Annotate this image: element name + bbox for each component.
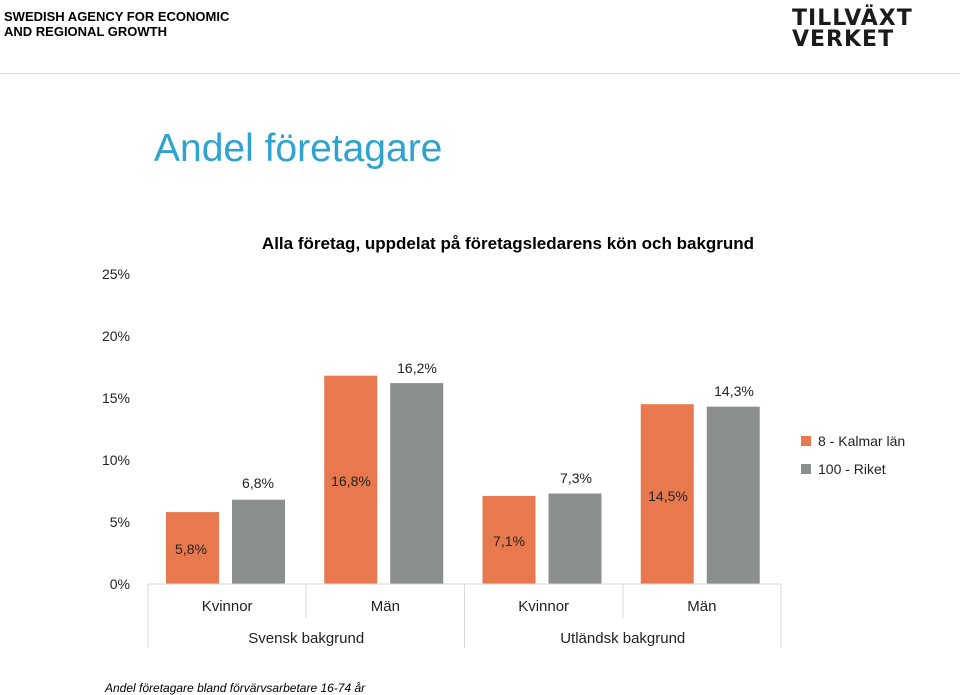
data-label: 14,5% bbox=[648, 488, 688, 504]
y-tick-label: 25% bbox=[102, 266, 130, 282]
legend-label: 8 - Kalmar län bbox=[818, 433, 905, 449]
group-label: Svensk bakgrund bbox=[248, 630, 364, 647]
y-tick-label: 15% bbox=[102, 390, 130, 406]
y-tick-label: 10% bbox=[102, 452, 130, 468]
category-label: Män bbox=[687, 598, 716, 615]
data-label: 16,8% bbox=[331, 473, 371, 489]
logo-line1: TILLVÄXT bbox=[792, 6, 913, 31]
bar-riket-3 bbox=[706, 406, 760, 584]
data-label: 14,3% bbox=[714, 383, 754, 399]
y-tick-label: 0% bbox=[110, 576, 130, 592]
bar-kalmar-1 bbox=[324, 375, 378, 584]
bar-riket-1 bbox=[390, 383, 444, 584]
bar-riket-2 bbox=[548, 493, 602, 584]
data-label: 6,8% bbox=[242, 475, 274, 491]
logo-line2: VERKET bbox=[792, 27, 895, 52]
chart-title: Alla företag, uppdelat på företagsledare… bbox=[262, 234, 754, 253]
category-label: Kvinnor bbox=[518, 598, 569, 615]
y-tick-label: 20% bbox=[102, 328, 130, 344]
data-label: 5,8% bbox=[175, 541, 207, 557]
legend-label: 100 - Riket bbox=[818, 461, 886, 477]
bar-kalmar-0 bbox=[166, 512, 219, 584]
data-label: 16,2% bbox=[397, 360, 437, 376]
footnote: Andel företagare bland förvärvsarbetare … bbox=[105, 681, 366, 695]
legend-swatch bbox=[801, 464, 811, 474]
bar-riket-0 bbox=[232, 499, 285, 584]
data-label: 7,3% bbox=[560, 470, 592, 486]
tillvaxtverket-logo: TILLVÄXT VERKET bbox=[792, 2, 922, 52]
bar-kalmar-3 bbox=[640, 404, 694, 584]
agency-name: SWEDISH AGENCY FOR ECONOMIC AND REGIONAL… bbox=[4, 9, 229, 39]
group-label: Utländsk bakgrund bbox=[560, 630, 685, 647]
category-label: Män bbox=[371, 598, 400, 615]
y-tick-label: 5% bbox=[110, 514, 130, 530]
agency-name-line1: SWEDISH AGENCY FOR ECONOMIC bbox=[4, 9, 230, 24]
agency-name-line2: AND REGIONAL GROWTH bbox=[4, 24, 167, 39]
data-label: 7,1% bbox=[493, 533, 525, 549]
header-divider bbox=[0, 73, 960, 74]
bar-kalmar-2 bbox=[482, 495, 536, 584]
legend-swatch bbox=[801, 436, 811, 446]
page-title: Andel företagare bbox=[154, 127, 443, 170]
category-label: Kvinnor bbox=[202, 598, 253, 615]
